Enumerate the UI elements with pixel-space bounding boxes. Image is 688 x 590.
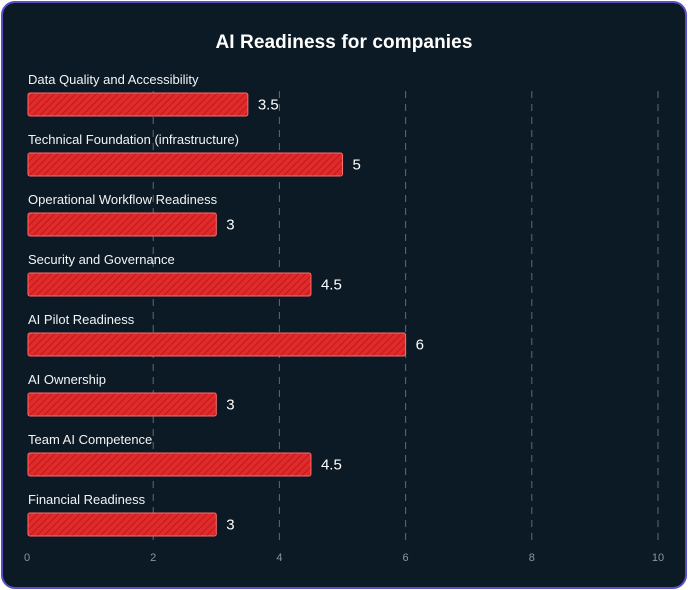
- category-label: Operational Workflow Readiness: [28, 192, 218, 207]
- value-label: 3.5: [258, 97, 279, 114]
- x-tick-label: 6: [403, 552, 409, 564]
- bar: [27, 392, 217, 417]
- category-label: AI Pilot Readiness: [28, 312, 135, 327]
- bars: Data Quality and Accessibility 3.5 Technic…: [27, 72, 424, 537]
- bar: [27, 332, 407, 357]
- bar: [27, 272, 312, 297]
- x-tick-label: 8: [529, 552, 535, 564]
- category-label: AI Ownership: [28, 372, 106, 387]
- category-label: Technical Foundation (infrastructure): [28, 132, 239, 147]
- category-label: Security and Governance: [28, 252, 175, 267]
- value-label: 4.5: [321, 457, 342, 474]
- value-label: 6: [416, 337, 424, 354]
- x-tick-label: 0: [24, 552, 30, 564]
- category-label: Financial Readiness: [28, 492, 146, 507]
- value-label: 3: [226, 517, 234, 534]
- bar-chart: 0 2 4 6 8 10 Data Quality and Accessibility 3.…: [24, 72, 664, 564]
- bar: [27, 92, 249, 117]
- value-label: 3: [226, 217, 234, 234]
- value-label: 4.5: [321, 277, 342, 294]
- grid-lines: [152, 91, 659, 541]
- x-tick-label: 10: [652, 552, 664, 564]
- bar: [27, 212, 217, 237]
- bar: [27, 452, 312, 477]
- value-label: 5: [353, 157, 361, 174]
- x-tick-label: 2: [150, 552, 156, 564]
- bar: [27, 152, 343, 177]
- chart-title: AI Readiness for companies: [215, 32, 473, 53]
- category-label: Data Quality and Accessibility: [28, 72, 199, 87]
- x-tick-label: 4: [276, 552, 282, 564]
- category-label: Team AI Competence: [28, 432, 152, 447]
- bar: [27, 512, 217, 537]
- value-label: 3: [226, 397, 234, 414]
- x-axis-ticks: 0 2 4 6 8 10: [24, 552, 664, 564]
